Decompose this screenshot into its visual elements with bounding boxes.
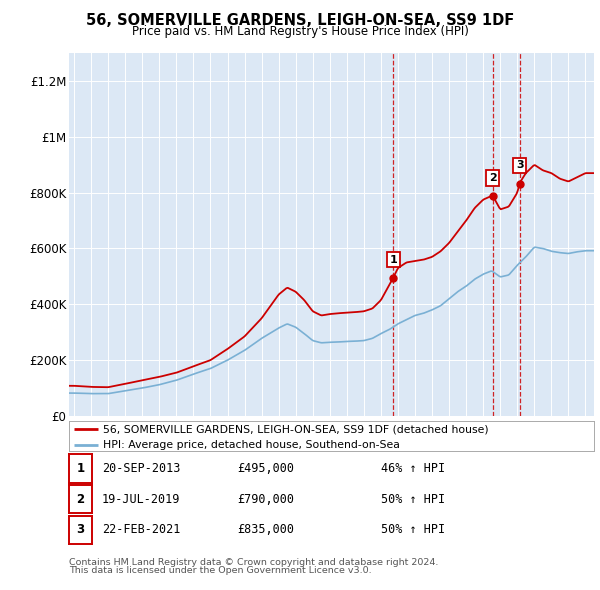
Text: 19-JUL-2019: 19-JUL-2019 [102, 493, 181, 506]
Text: 3: 3 [76, 523, 85, 536]
Text: 1: 1 [389, 255, 397, 264]
Text: This data is licensed under the Open Government Licence v3.0.: This data is licensed under the Open Gov… [69, 566, 371, 575]
Text: £790,000: £790,000 [237, 493, 294, 506]
Text: 20-SEP-2013: 20-SEP-2013 [102, 462, 181, 475]
Text: 46% ↑ HPI: 46% ↑ HPI [381, 462, 445, 475]
Text: 3: 3 [516, 160, 523, 171]
Text: HPI: Average price, detached house, Southend-on-Sea: HPI: Average price, detached house, Sout… [103, 440, 400, 450]
Text: £835,000: £835,000 [237, 523, 294, 536]
Text: 2: 2 [76, 493, 85, 506]
Text: 1: 1 [76, 462, 85, 475]
Text: 50% ↑ HPI: 50% ↑ HPI [381, 493, 445, 506]
Text: 2: 2 [489, 173, 496, 183]
Text: 22-FEB-2021: 22-FEB-2021 [102, 523, 181, 536]
Text: 56, SOMERVILLE GARDENS, LEIGH-ON-SEA, SS9 1DF (detached house): 56, SOMERVILLE GARDENS, LEIGH-ON-SEA, SS… [103, 424, 489, 434]
Text: 56, SOMERVILLE GARDENS, LEIGH-ON-SEA, SS9 1DF: 56, SOMERVILLE GARDENS, LEIGH-ON-SEA, SS… [86, 13, 514, 28]
Text: £495,000: £495,000 [237, 462, 294, 475]
Text: 50% ↑ HPI: 50% ↑ HPI [381, 523, 445, 536]
Text: Contains HM Land Registry data © Crown copyright and database right 2024.: Contains HM Land Registry data © Crown c… [69, 558, 439, 567]
Text: Price paid vs. HM Land Registry's House Price Index (HPI): Price paid vs. HM Land Registry's House … [131, 25, 469, 38]
